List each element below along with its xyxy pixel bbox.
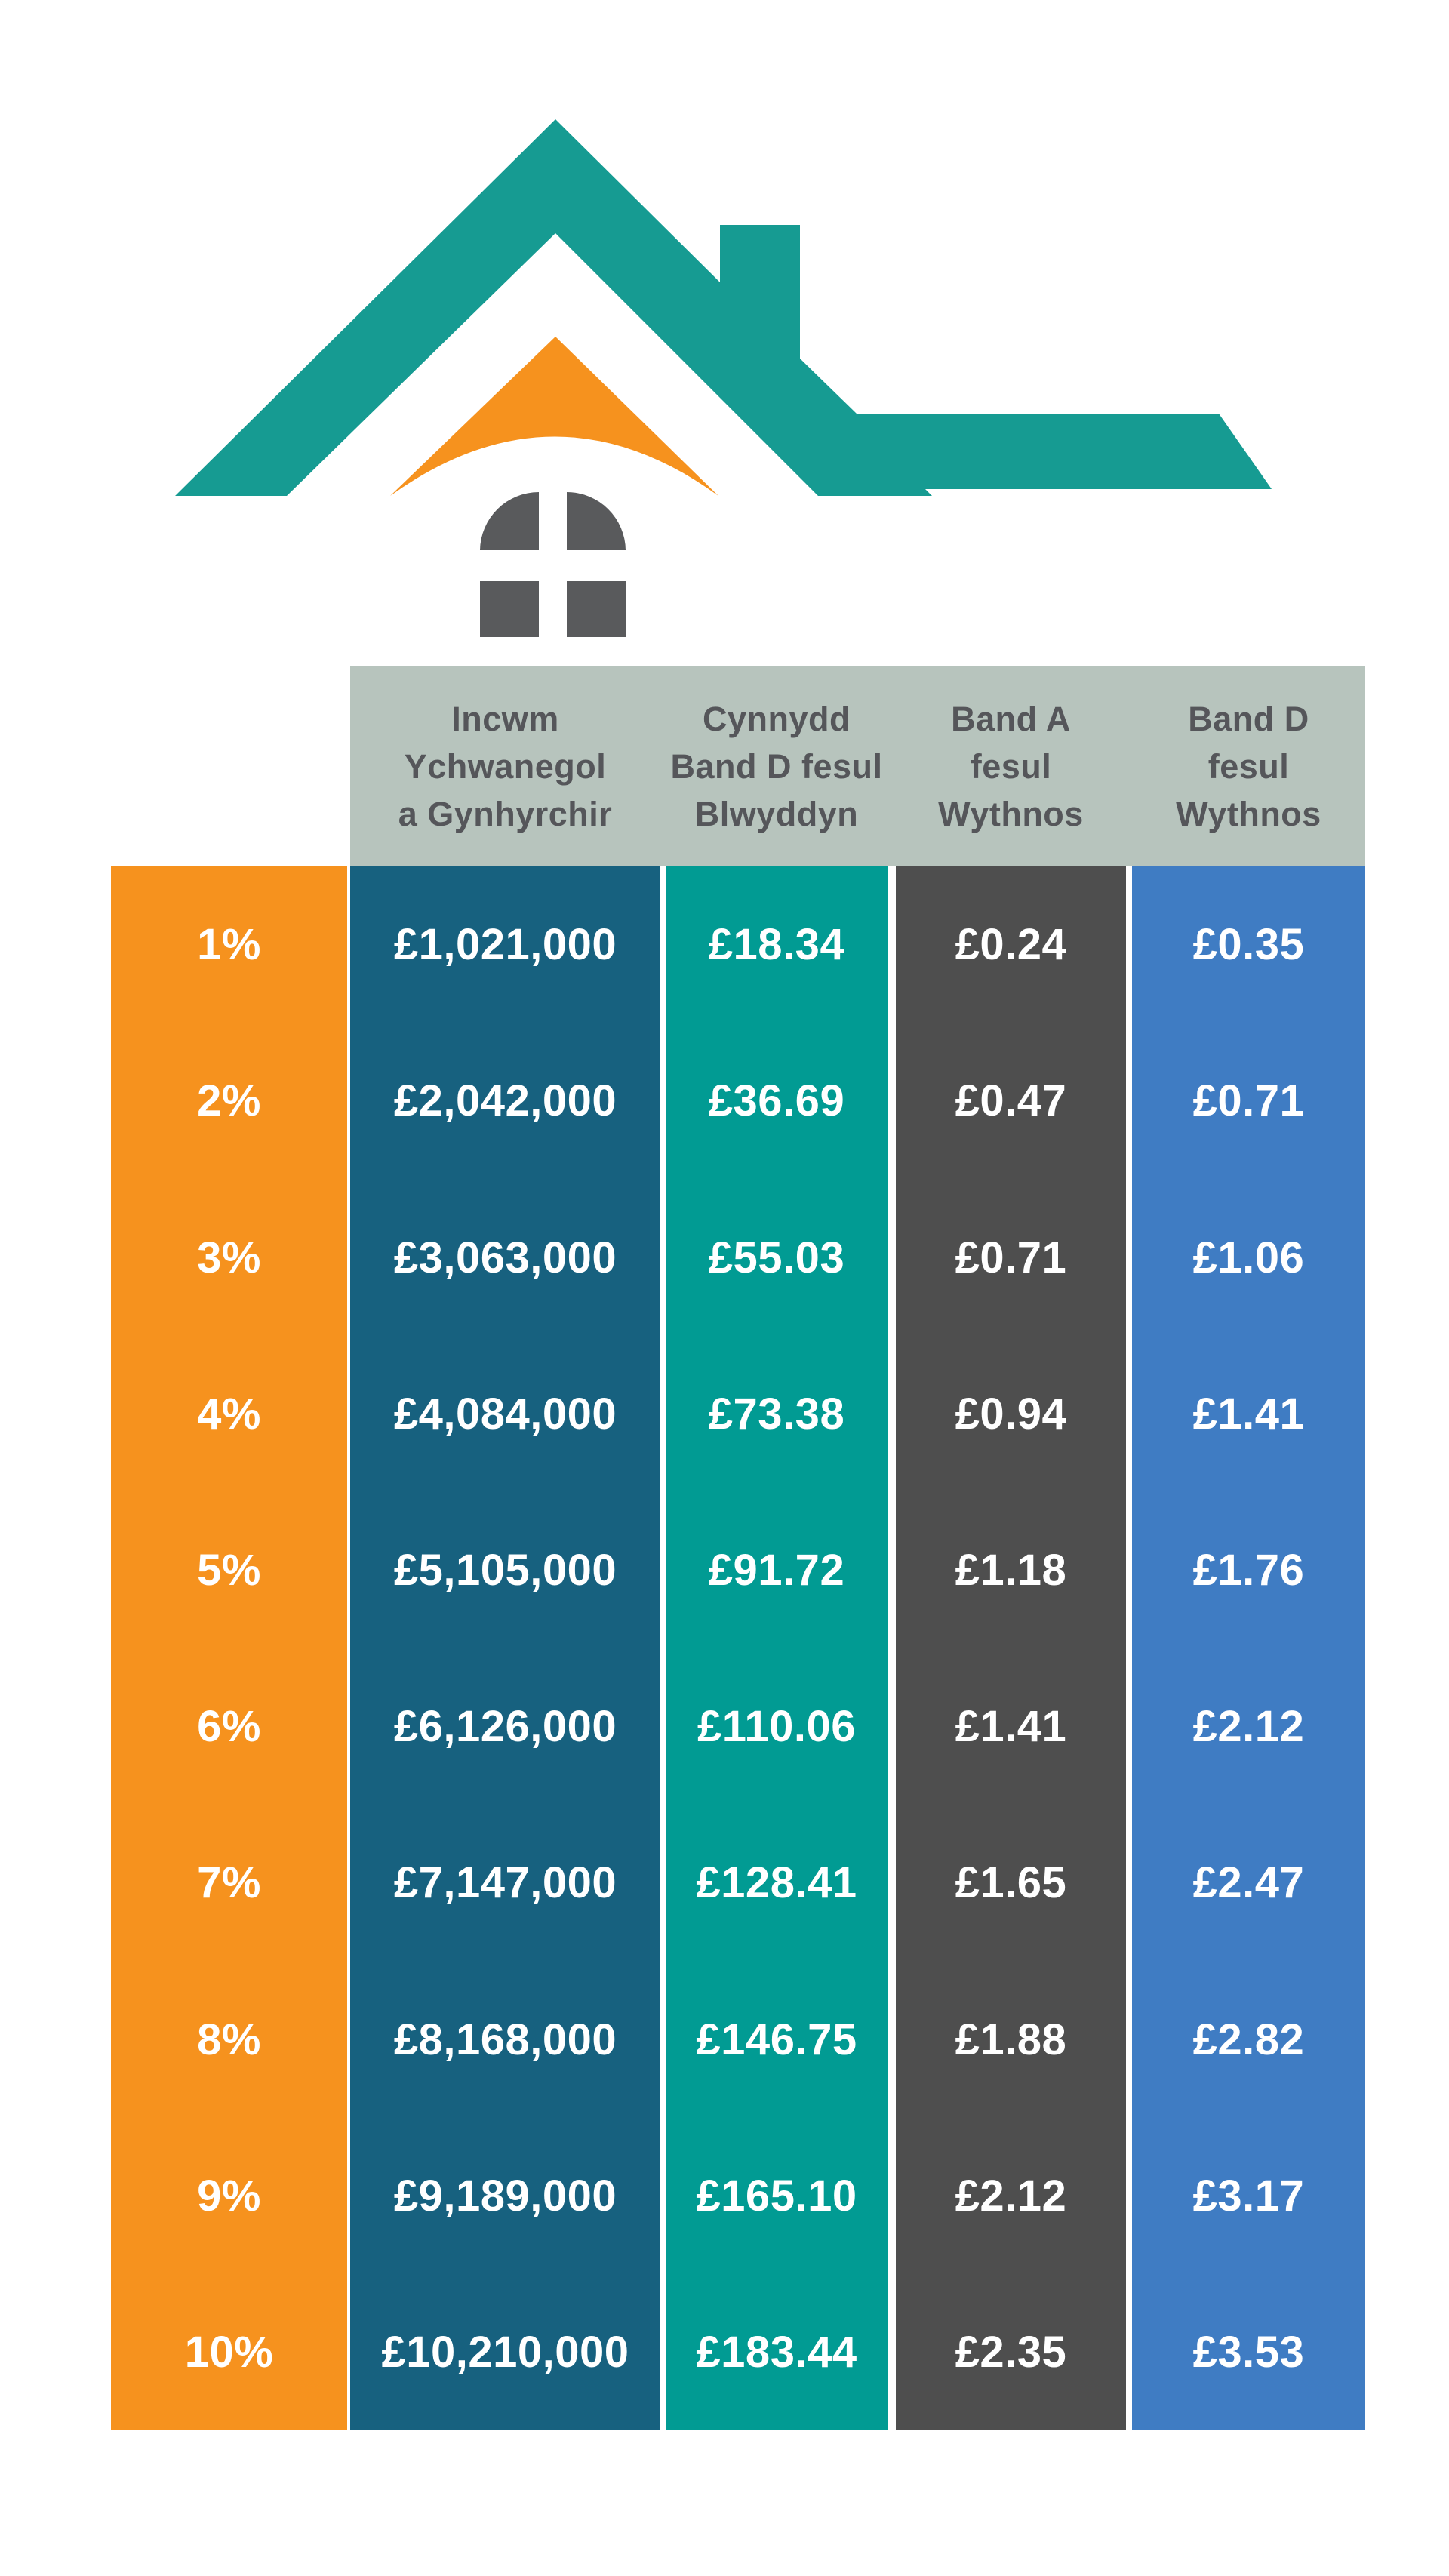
- percent-cell: 1%: [197, 920, 261, 970]
- income-cell: £2,042,000: [393, 1076, 617, 1126]
- band-d-week-cell: £3.17: [1192, 2171, 1305, 2221]
- band-d-week-cell: £0.71: [1192, 1076, 1305, 1126]
- roof-shape: [175, 119, 1272, 496]
- column-header-income: Incwm Ychwanegol a Gynhyrchir: [350, 666, 660, 866]
- band-a-week-cell: £1.18: [955, 1545, 1067, 1595]
- band-d-week-cell: £2.47: [1192, 1858, 1305, 1908]
- income-cell: £7,147,000: [393, 1858, 617, 1908]
- band-d-year-cell: £146.75: [696, 2014, 857, 2064]
- column-header-band-d-week: Band D fesul Wythnos: [1132, 666, 1365, 866]
- band-d-year-cell: £91.72: [708, 1545, 845, 1595]
- window-icon: [480, 492, 626, 637]
- header-line: a Gynhyrchir: [398, 794, 613, 833]
- income-cell: £1,021,000: [393, 920, 617, 970]
- percent-cell: 6%: [197, 1702, 261, 1752]
- band-a-week-cell: £2.12: [955, 2171, 1067, 2221]
- header-line: Cynnydd: [702, 699, 851, 738]
- column-income: £1,021,000 £2,042,000 £3,063,000 £4,084,…: [350, 866, 660, 2430]
- band-d-week-cell: £2.82: [1192, 2014, 1305, 2064]
- income-cell: £5,105,000: [393, 1545, 617, 1595]
- header-line: fesul: [1208, 746, 1290, 786]
- header-line: Wythnos: [1176, 794, 1321, 833]
- band-d-year-cell: £73.38: [708, 1389, 845, 1439]
- band-d-week-cell: £3.53: [1192, 2327, 1305, 2377]
- column-header-band-a-week: Band A fesul Wythnos: [896, 666, 1126, 866]
- band-a-week-cell: £0.47: [955, 1076, 1067, 1126]
- column-percent: 1% 2% 3% 4% 5% 6% 7% 8% 9% 10%: [111, 866, 347, 2430]
- column-band-d-week: £0.35 £0.71 £1.06 £1.41 £1.76 £2.12 £2.4…: [1132, 866, 1365, 2430]
- band-d-year-cell: £36.69: [708, 1076, 845, 1126]
- percent-cell: 7%: [197, 1858, 261, 1908]
- header-line: Band A: [951, 699, 1071, 738]
- percent-cell: 5%: [197, 1545, 261, 1595]
- column-header-band-d-year: Cynnydd Band D fesul Blwyddyn: [666, 666, 888, 866]
- house-logo-icon: [175, 119, 1272, 637]
- band-d-year-cell: £165.10: [696, 2171, 857, 2221]
- band-d-year-cell: £55.03: [708, 1233, 845, 1282]
- band-d-week-cell: £1.41: [1192, 1389, 1305, 1439]
- percent-cell: 8%: [197, 2014, 261, 2064]
- band-d-year-cell: £183.44: [696, 2327, 857, 2377]
- band-a-week-cell: £1.41: [955, 1702, 1067, 1752]
- table-header: Incwm Ychwanegol a Gynhyrchir Cynnydd Ba…: [350, 666, 1365, 866]
- band-d-year-cell: £110.06: [697, 1702, 856, 1752]
- band-a-week-cell: £1.65: [955, 1858, 1067, 1908]
- band-a-week-cell: £0.24: [955, 920, 1067, 970]
- band-d-week-cell: £1.06: [1192, 1233, 1305, 1282]
- band-a-week-cell: £1.88: [955, 2014, 1067, 2064]
- header-line: Band D: [1188, 699, 1309, 738]
- band-d-year-cell: £18.34: [708, 920, 845, 970]
- income-cell: £3,063,000: [393, 1233, 617, 1282]
- band-d-year-cell: £128.41: [696, 1858, 857, 1908]
- income-cell: £6,126,000: [393, 1702, 617, 1752]
- percent-cell: 3%: [197, 1233, 261, 1282]
- header-line: Band D fesul: [670, 746, 883, 786]
- band-d-week-cell: £0.35: [1192, 920, 1305, 970]
- income-cell: £8,168,000: [393, 2014, 617, 2064]
- percent-cell: 2%: [197, 1076, 261, 1126]
- band-d-week-cell: £1.76: [1192, 1545, 1305, 1595]
- percent-cell: 9%: [197, 2171, 261, 2221]
- income-cell: £4,084,000: [393, 1389, 617, 1439]
- column-band-d-year: £18.34 £36.69 £55.03 £73.38 £91.72 £110.…: [666, 866, 888, 2430]
- income-cell: £9,189,000: [393, 2171, 617, 2221]
- header-line: fesul: [970, 746, 1052, 786]
- income-cell: £10,210,000: [381, 2327, 629, 2377]
- column-band-a-week: £0.24 £0.47 £0.71 £0.94 £1.18 £1.41 £1.6…: [896, 866, 1126, 2430]
- header-line: Incwm: [451, 699, 559, 738]
- band-a-week-cell: £0.94: [955, 1389, 1067, 1439]
- header-line: Ychwanegol: [404, 746, 607, 786]
- percent-cell: 10%: [184, 2327, 274, 2377]
- header-line: Blwyddyn: [694, 794, 859, 833]
- orange-arch-shape: [390, 337, 718, 496]
- band-a-week-cell: £2.35: [955, 2327, 1067, 2377]
- band-d-week-cell: £2.12: [1192, 1702, 1305, 1752]
- header-line: Wythnos: [938, 794, 1084, 833]
- percent-cell: 4%: [197, 1389, 261, 1439]
- band-a-week-cell: £0.71: [955, 1233, 1067, 1282]
